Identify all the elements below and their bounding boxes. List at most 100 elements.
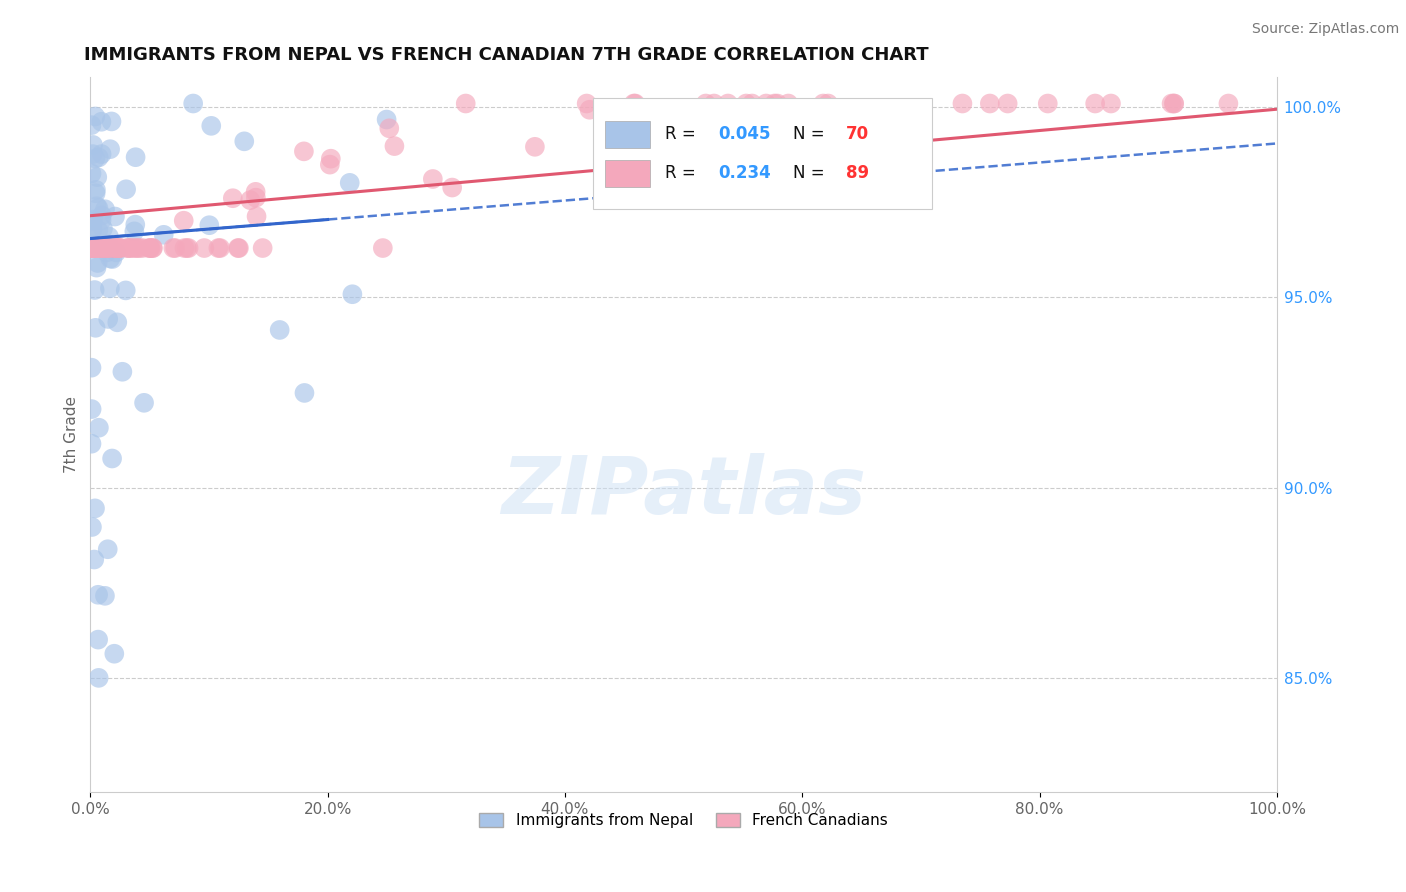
Point bbox=[100, 114, 122, 128]
FancyBboxPatch shape bbox=[605, 120, 651, 148]
Point bbox=[292, 145, 315, 159]
Point bbox=[101, 451, 124, 466]
Point bbox=[173, 213, 195, 227]
Point bbox=[82, 223, 104, 237]
Point bbox=[624, 96, 647, 111]
Point bbox=[98, 142, 121, 156]
Point bbox=[96, 245, 118, 260]
Text: N =: N = bbox=[793, 125, 830, 143]
Point bbox=[90, 208, 112, 222]
Text: 0.045: 0.045 bbox=[718, 125, 770, 143]
Point bbox=[177, 241, 200, 255]
Point bbox=[239, 193, 262, 207]
Point bbox=[127, 241, 149, 255]
Point bbox=[1099, 96, 1122, 111]
Text: R =: R = bbox=[665, 164, 700, 183]
Point bbox=[319, 152, 342, 166]
Text: 70: 70 bbox=[846, 125, 869, 143]
Point bbox=[252, 241, 274, 255]
Point bbox=[105, 315, 128, 329]
Point bbox=[82, 147, 104, 161]
FancyBboxPatch shape bbox=[605, 160, 651, 187]
Point bbox=[139, 241, 162, 255]
Point bbox=[84, 152, 107, 166]
Point bbox=[83, 241, 105, 255]
Point bbox=[84, 501, 107, 516]
Point bbox=[83, 283, 105, 297]
Point bbox=[200, 119, 222, 133]
Point bbox=[294, 386, 316, 401]
Point bbox=[207, 241, 229, 255]
Point bbox=[162, 241, 184, 255]
Point bbox=[342, 287, 364, 301]
Point bbox=[80, 167, 103, 181]
Point bbox=[87, 421, 110, 435]
Point bbox=[441, 180, 464, 194]
Point bbox=[87, 223, 110, 237]
Point bbox=[101, 252, 124, 266]
Point bbox=[97, 542, 120, 557]
Point bbox=[422, 172, 444, 186]
Point bbox=[269, 323, 291, 337]
Point bbox=[111, 365, 134, 379]
Point bbox=[89, 241, 111, 255]
Point bbox=[811, 96, 834, 111]
Point bbox=[121, 241, 143, 255]
Point bbox=[94, 202, 117, 217]
Point bbox=[84, 321, 107, 335]
Point bbox=[142, 241, 165, 255]
Point bbox=[339, 176, 361, 190]
Point bbox=[84, 183, 107, 197]
Point bbox=[141, 241, 163, 255]
Legend: Immigrants from Nepal, French Canadians: Immigrants from Nepal, French Canadians bbox=[472, 806, 894, 834]
Point bbox=[454, 96, 477, 111]
Point bbox=[176, 241, 198, 255]
Point bbox=[228, 241, 250, 255]
FancyBboxPatch shape bbox=[593, 98, 932, 210]
Point bbox=[108, 241, 131, 255]
Point bbox=[695, 96, 717, 111]
Text: IMMIGRANTS FROM NEPAL VS FRENCH CANADIAN 7TH GRADE CORRELATION CHART: IMMIGRANTS FROM NEPAL VS FRENCH CANADIAN… bbox=[84, 46, 929, 64]
Point bbox=[735, 96, 758, 111]
Point bbox=[98, 252, 121, 266]
Point bbox=[623, 96, 645, 111]
Point bbox=[86, 256, 108, 270]
Point bbox=[138, 241, 160, 255]
Text: R =: R = bbox=[665, 125, 700, 143]
Point bbox=[94, 589, 117, 603]
Point bbox=[103, 241, 125, 255]
Point bbox=[83, 241, 105, 255]
Point bbox=[375, 112, 398, 127]
Point bbox=[233, 134, 256, 148]
Point bbox=[87, 241, 110, 255]
Point bbox=[80, 241, 103, 255]
Point bbox=[93, 241, 115, 255]
Point bbox=[86, 260, 108, 275]
Point bbox=[80, 241, 103, 255]
Point bbox=[378, 121, 401, 136]
Point bbox=[1163, 96, 1185, 111]
Point bbox=[152, 227, 174, 242]
Point bbox=[124, 218, 146, 232]
Point bbox=[80, 241, 103, 255]
Text: 89: 89 bbox=[846, 164, 869, 183]
Point bbox=[1036, 96, 1059, 111]
Point bbox=[98, 241, 121, 255]
Y-axis label: 7th Grade: 7th Grade bbox=[65, 396, 79, 473]
Point bbox=[82, 212, 104, 227]
Point bbox=[173, 241, 195, 255]
Point bbox=[578, 103, 600, 117]
Point bbox=[84, 186, 107, 201]
Point bbox=[103, 647, 125, 661]
Point bbox=[616, 101, 638, 115]
Point bbox=[124, 224, 146, 238]
Point bbox=[103, 241, 125, 255]
Point bbox=[87, 632, 110, 647]
Point bbox=[80, 118, 103, 132]
Point bbox=[1218, 96, 1240, 111]
Point bbox=[817, 96, 839, 111]
Point bbox=[209, 241, 232, 255]
Point bbox=[108, 241, 131, 255]
Point bbox=[87, 241, 110, 255]
Point bbox=[115, 182, 138, 196]
